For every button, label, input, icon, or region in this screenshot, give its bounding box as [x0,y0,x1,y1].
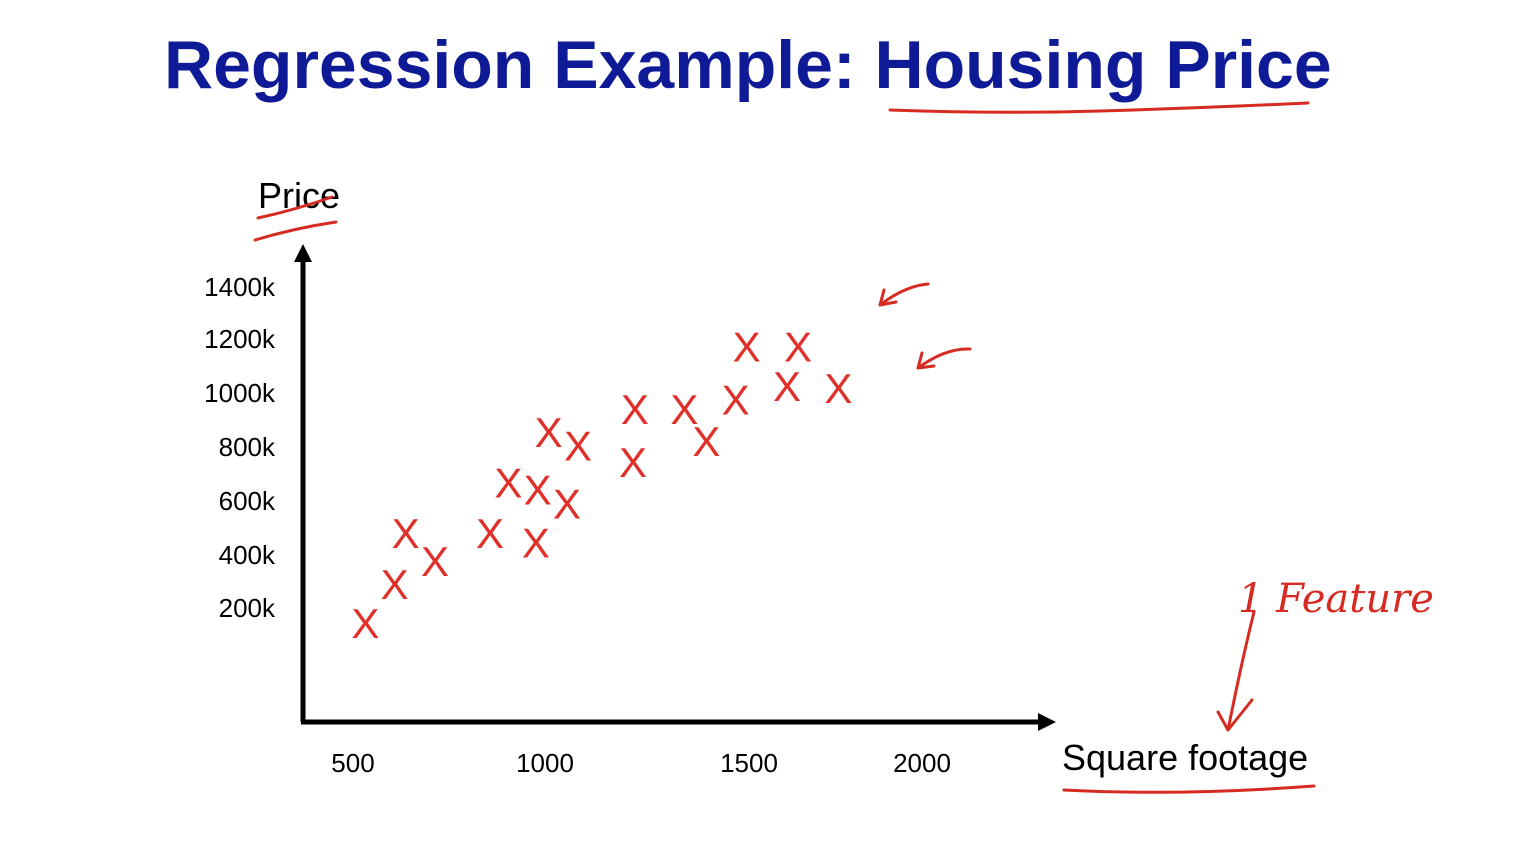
arrow-annotation-second [916,347,972,370]
data-point-13: X [621,386,649,433]
data-point-9: X [535,409,563,456]
feature-annotation: 1 Feature [1238,576,1434,622]
price-underline-annotation [256,195,334,220]
data-point-12: X [619,439,647,486]
y-tick-400k: 400k [219,540,276,570]
feature-arrow-annotation [1216,610,1256,732]
title-text-highlight: Housing Price [874,27,1331,103]
slide-title: Regression Example: Housing Price [164,27,1332,103]
chart-axes [294,244,1056,731]
data-point-14: X [670,386,698,433]
x-axis-label: Square footage [1062,737,1308,778]
data-point-19: X [784,324,812,371]
data-point-20: X [824,365,852,412]
y-tick-600k: 600k [219,486,276,516]
x-tick-500: 500 [331,748,374,778]
x-tick-labels: 500 1000 1500 2000 [331,748,951,778]
data-point-4: X [421,538,449,585]
y-tick-200k: 200k [219,593,276,623]
x-tick-1000: 1000 [516,748,574,778]
data-point-16: X [722,377,750,424]
y-tick-800k: 800k [219,432,276,462]
data-point-5: X [476,510,504,557]
title-text-main: Regression Example: [164,27,874,103]
y-tick-1200k: 1200k [204,324,276,354]
x-axis-arrowhead [1038,713,1056,731]
x-label-underline-annotation [1062,784,1316,794]
handwritten-arrows [878,282,972,370]
data-point-7: X [522,519,550,566]
data-point-1: X [351,600,379,647]
data-point-11: X [564,423,592,470]
data-point-17: X [733,324,761,371]
y-tick-labels: 1400k 1200k 1000k 800k 600k 400k 200k [204,272,276,623]
arrow-annotation-top [878,282,930,307]
data-point-6: X [494,460,522,507]
y-axis-label: Price [258,175,340,216]
data-point-8: X [524,466,552,513]
y-tick-1400k: 1400k [204,272,276,302]
data-point-18: X [773,363,801,410]
data-point-3: X [392,510,420,557]
y-tick-1000k: 1000k [204,378,276,408]
x-tick-2000: 2000 [893,748,951,778]
x-tick-1500: 1500 [720,748,778,778]
data-point-10: X [553,480,581,527]
y-axis-arrowhead [294,244,312,262]
data-point-2: X [381,561,409,608]
title-underline-annotation [888,101,1310,114]
price-underline-annotation-2 [253,220,338,242]
data-point-15: X [692,418,720,465]
